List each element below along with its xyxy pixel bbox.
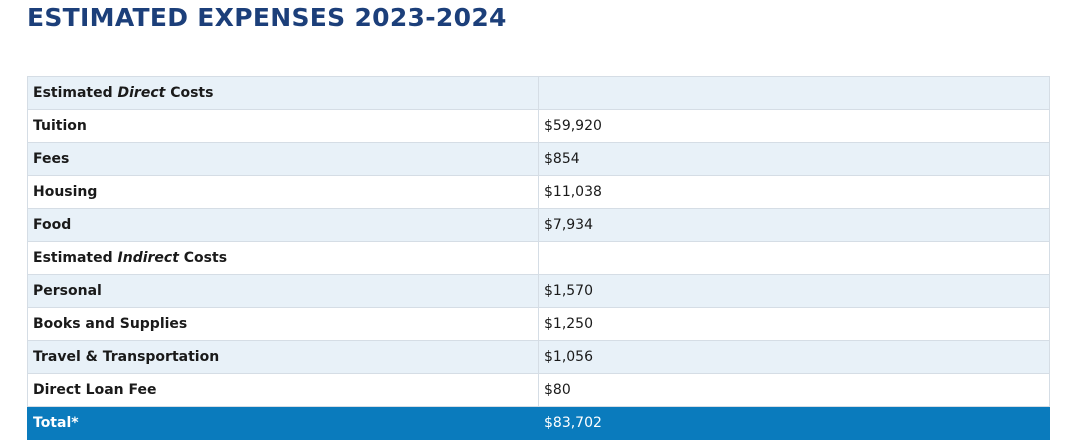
row-label: Housing — [27, 175, 539, 209]
row-label: Books and Supplies — [27, 307, 539, 341]
table-row: Direct Loan Fee $80 — [27, 373, 1050, 407]
table-row: Food $7,934 — [27, 208, 1050, 242]
table-row: Housing $11,038 — [27, 175, 1050, 209]
section-heading-indirect: Estimated Indirect Costs — [27, 241, 539, 275]
row-label: Direct Loan Fee — [27, 373, 539, 407]
table-row: Personal $1,570 — [27, 274, 1050, 308]
row-label: Tuition — [27, 109, 539, 143]
row-value: $59,920 — [538, 109, 1050, 143]
row-value: $1,250 — [538, 307, 1050, 341]
row-label: Personal — [27, 274, 539, 308]
row-value: $7,934 — [538, 208, 1050, 242]
row-value: $1,570 — [538, 274, 1050, 308]
section-row-indirect: Estimated Indirect Costs — [27, 241, 1050, 275]
row-label: Fees — [27, 142, 539, 176]
table-row: Books and Supplies $1,250 — [27, 307, 1050, 341]
row-value: $854 — [538, 142, 1050, 176]
page-title: ESTIMATED EXPENSES 2023-2024 — [27, 3, 507, 32]
section-empty-cell — [538, 76, 1050, 110]
table-row: Travel & Transportation $1,056 — [27, 340, 1050, 374]
row-value: $11,038 — [538, 175, 1050, 209]
row-label: Food — [27, 208, 539, 242]
row-value: $1,056 — [538, 340, 1050, 374]
row-label: Travel & Transportation — [27, 340, 539, 374]
section-heading-direct: Estimated Direct Costs — [27, 76, 539, 110]
expenses-table: Estimated Direct Costs Tuition $59,920 F… — [27, 76, 1050, 440]
row-value: $80 — [538, 373, 1050, 407]
section-empty-cell — [538, 241, 1050, 275]
table-row: Tuition $59,920 — [27, 109, 1050, 143]
total-row: Total* $83,702 — [27, 406, 1050, 440]
section-row-direct: Estimated Direct Costs — [27, 76, 1050, 110]
total-label: Total* — [27, 406, 539, 440]
table-row: Fees $854 — [27, 142, 1050, 176]
